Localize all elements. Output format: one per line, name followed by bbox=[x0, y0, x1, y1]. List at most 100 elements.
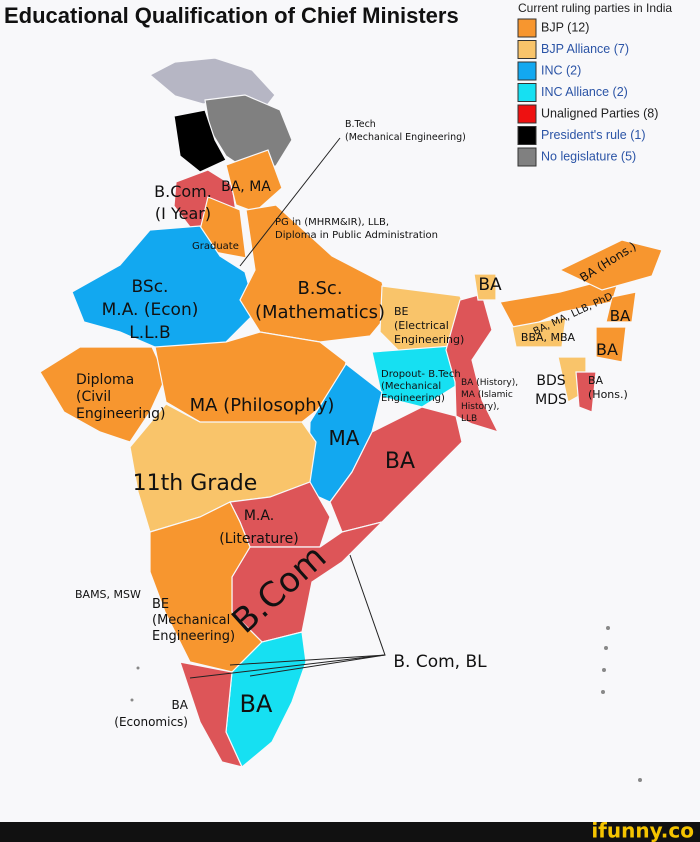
leader-line bbox=[239, 137, 341, 267]
map-label-line: BA bbox=[240, 690, 273, 718]
map-label: BE (Electrical Engineering) bbox=[394, 305, 464, 346]
legend-swatch bbox=[517, 61, 537, 81]
map-label: PG in (MHRM&IR), LLB, Diploma in Public A… bbox=[275, 217, 438, 241]
map-label-line: (Electrical bbox=[394, 319, 449, 332]
map-label-line: BAMS, MSW bbox=[75, 588, 141, 601]
uttarakhand bbox=[225, 149, 283, 213]
map-label-line: History), bbox=[461, 402, 499, 412]
map-label-line: Engineering) bbox=[381, 393, 445, 404]
legend-swatch bbox=[517, 83, 537, 102]
map-label: BA (History), MA (Islamic History), LLB bbox=[461, 378, 518, 424]
map-label: B. Com, BL bbox=[393, 652, 487, 672]
map-label-line: (Mathematics) bbox=[255, 302, 385, 323]
map-label-line: Engineering) bbox=[76, 406, 165, 422]
odisha bbox=[329, 406, 463, 533]
map-label-line: (Civil bbox=[76, 389, 111, 405]
meghalaya bbox=[511, 316, 567, 348]
map-label: BA (Economics) bbox=[114, 698, 188, 729]
map-label-line: Diploma in Public Administration bbox=[275, 230, 438, 241]
map-label: BA bbox=[596, 340, 618, 359]
map-label-line: BA bbox=[588, 374, 604, 387]
map-label-line: (Hons.) bbox=[588, 388, 628, 401]
map-label-line: 11th Grade bbox=[133, 471, 258, 496]
map-label: BSc. M.A. (Econ) L.L.B bbox=[102, 277, 199, 343]
map-label-line: (Literature) bbox=[219, 531, 298, 547]
map-label: M.A. (Literature) bbox=[219, 508, 298, 547]
map-label-line: (I Year) bbox=[155, 204, 211, 223]
map-label: BA bbox=[385, 449, 415, 474]
map-label: MA (Philosophy) bbox=[190, 395, 335, 416]
map-label-line: BA bbox=[610, 307, 631, 325]
map-label-line: BA bbox=[596, 340, 618, 359]
map-label-line: Engineering) bbox=[394, 333, 464, 346]
map-label: Graduate bbox=[192, 241, 239, 252]
map-label-line: BA, MA bbox=[221, 179, 271, 195]
map-label-line: (Mechanical bbox=[381, 381, 441, 392]
map-label-line: (Economics) bbox=[114, 715, 188, 729]
states bbox=[39, 57, 663, 782]
map-label-line: BE bbox=[152, 597, 169, 612]
leader-line bbox=[189, 654, 386, 679]
map-label-line: BA bbox=[172, 698, 189, 712]
map-label-line: (Mechanical bbox=[152, 613, 230, 628]
map-label: BDS MDS bbox=[535, 373, 567, 408]
map-label: 11th Grade bbox=[133, 471, 258, 496]
map-label: B.Sc. (Mathematics) bbox=[255, 278, 385, 323]
leader-lines bbox=[189, 137, 386, 679]
manipur bbox=[595, 326, 627, 363]
map-label-line: BSc. bbox=[132, 277, 169, 297]
map-label-line: B.Sc. bbox=[297, 278, 342, 299]
legend: Current ruling parties in India BJP (12) B… bbox=[517, 1, 672, 167]
map-label: MA bbox=[329, 426, 360, 450]
legend-swatch bbox=[517, 104, 537, 124]
map-label-line: Diploma bbox=[76, 372, 134, 388]
map-label-line: BA (History), bbox=[461, 378, 518, 388]
map-label-line: B.Tech bbox=[345, 119, 376, 130]
jharkhand bbox=[371, 345, 463, 408]
west-bengal bbox=[445, 293, 500, 433]
map-label-line: Dropout- B.Tech bbox=[381, 369, 461, 380]
map-label-line: PG in (MHRM&IR), LLB, bbox=[275, 217, 389, 228]
president-rule bbox=[173, 109, 227, 173]
map-label-line: Engineering) bbox=[152, 629, 235, 644]
tripura bbox=[575, 371, 597, 413]
legend-label: President's rule (1) bbox=[541, 128, 646, 142]
map-label-line: MA (Islamic bbox=[461, 390, 513, 400]
map-label: Dropout- B.Tech (Mechanical Engineering) bbox=[381, 369, 461, 404]
map-label-line: Graduate bbox=[192, 241, 239, 252]
map-label-line: BDS bbox=[536, 373, 565, 389]
map-label-line: M.A. bbox=[244, 508, 274, 524]
sikkim bbox=[473, 273, 497, 301]
legend-title: Current ruling parties in India bbox=[518, 1, 672, 15]
map-label-line: B. Com, BL bbox=[393, 652, 487, 672]
map-label-line: MDS bbox=[535, 392, 567, 408]
leader-line bbox=[249, 654, 386, 677]
map-label-line: BBA, MBA bbox=[521, 331, 576, 344]
map-label-line: LLB bbox=[461, 414, 477, 424]
islands bbox=[130, 626, 642, 782]
map-label: BBA, MBA bbox=[521, 331, 576, 344]
map-label: BAMS, MSW bbox=[75, 588, 141, 601]
legend-swatch bbox=[517, 18, 537, 38]
map-label-line: BE bbox=[394, 305, 409, 318]
map-label: BA bbox=[240, 690, 273, 718]
map-label-line: (Mechanical Engineering) bbox=[345, 132, 466, 143]
watermark: ifunny.co bbox=[591, 819, 694, 842]
map-label: Diploma (Civil Engineering) bbox=[76, 372, 165, 422]
nagaland bbox=[605, 291, 637, 323]
map-label: BE (Mechanical Engineering) bbox=[152, 597, 235, 644]
map-label-line: B.Com. bbox=[154, 182, 212, 201]
legend-label: INC (2) bbox=[541, 63, 581, 77]
legend-swatch bbox=[517, 126, 537, 145]
legend-label: BJP (12) bbox=[541, 20, 589, 34]
map-label: BA bbox=[478, 275, 502, 295]
map-label-line: M.A. (Econ) bbox=[102, 300, 199, 320]
karnataka bbox=[149, 501, 263, 673]
map-label: BA (Hons.) bbox=[588, 374, 628, 401]
legend-label: Unaligned Parties (8) bbox=[541, 106, 658, 120]
arunachal-pradesh bbox=[558, 239, 663, 291]
legend-swatch bbox=[517, 147, 537, 167]
footer-bar bbox=[0, 822, 700, 842]
